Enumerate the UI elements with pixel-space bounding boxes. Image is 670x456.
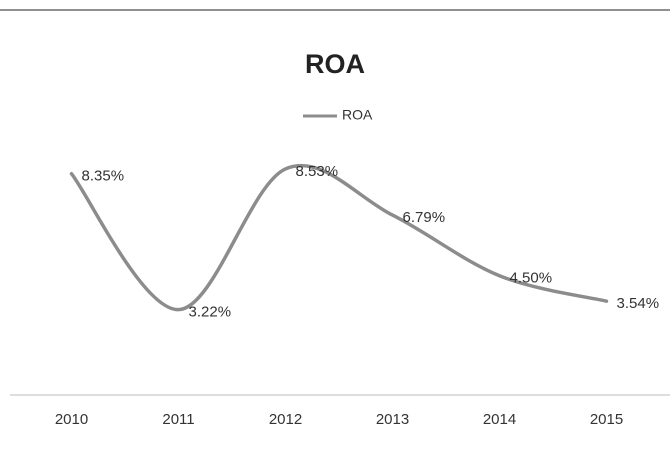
data-label: 8.35%	[82, 168, 125, 185]
data-label: 3.22%	[189, 304, 232, 321]
x-tick-label: 2010	[55, 411, 88, 428]
x-tick-label: 2013	[376, 411, 409, 428]
x-tick-label: 2011	[162, 411, 194, 428]
data-label: 3.54%	[617, 295, 660, 312]
data-label: 6.79%	[403, 209, 446, 226]
chart-title: ROA	[305, 49, 365, 79]
data-label: 8.53%	[296, 163, 339, 180]
x-tick-label: 2012	[269, 411, 302, 428]
x-tick-label: 2014	[483, 411, 516, 428]
legend-label: ROA	[342, 107, 373, 123]
data-label: 4.50%	[510, 270, 553, 287]
x-tick-label: 2015	[590, 411, 623, 428]
line	[69, 163, 609, 312]
